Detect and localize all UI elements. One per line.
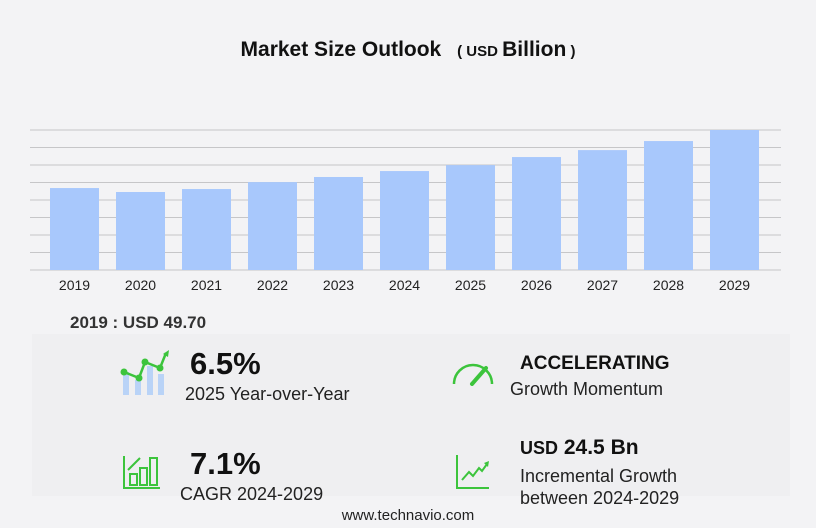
momentum-value: ACCELERATING	[520, 353, 670, 374]
footer-url: www.technavio.com	[341, 507, 475, 524]
x-tick-label: 2026	[521, 277, 552, 293]
bar-chart: 2019 2020 2021 2022 2023 2024 2025 2026 2027 2028…	[30, 129, 781, 293]
title-unit: ( USD Billion )	[457, 38, 576, 61]
x-tick-label: 2023	[323, 277, 354, 293]
x-tick-label: 2020	[125, 277, 156, 293]
bar-2025	[446, 165, 495, 270]
incremental-prefix: USD	[520, 438, 559, 458]
bar-2027	[578, 150, 627, 270]
bar-2026	[512, 157, 561, 270]
yoy-label: 2025 Year-over-Year	[185, 384, 350, 404]
incremental-label-1: Incremental Growth	[520, 466, 678, 486]
unit-text: Billion	[502, 38, 567, 61]
momentum-label: Growth Momentum	[510, 379, 664, 399]
x-tick-label: 2028	[653, 277, 684, 293]
yoy-value: 6.5%	[190, 346, 261, 381]
incremental-label-2: between 2024-2029	[520, 488, 680, 508]
incremental-amount: 24.5 Bn	[563, 436, 639, 459]
x-tick-label: 2029	[719, 277, 750, 293]
cagr-label: CAGR 2024-2029	[180, 484, 324, 504]
incremental-growth-icon	[456, 455, 489, 489]
bar-2021	[182, 189, 231, 270]
incremental-value: USD 24.5 Bn	[520, 436, 639, 460]
bar-2029	[710, 130, 759, 270]
x-tick-label: 2019	[59, 277, 90, 293]
x-tick-label: 2025	[455, 277, 486, 293]
chart-title: Market Size Outlook ( USD Billion )	[0, 38, 816, 62]
bar-2019	[50, 188, 99, 270]
growth-chart-icon	[120, 350, 169, 395]
unit-prefix: USD	[466, 43, 498, 60]
x-tick-label: 2027	[587, 277, 618, 293]
cagr-bar-icon	[123, 456, 160, 489]
title-text: Market Size Outlook	[240, 38, 442, 61]
x-tick-label: 2022	[257, 277, 288, 293]
speedometer-icon	[452, 363, 494, 386]
bar-2028	[644, 141, 693, 270]
bar-2020	[116, 192, 165, 270]
x-tick-label: 2021	[191, 277, 222, 293]
x-tick-label: 2024	[389, 277, 420, 293]
bar-2022	[248, 182, 297, 270]
base-year-note: 2019 : USD 49.70	[70, 313, 207, 332]
bar-2024	[380, 171, 429, 270]
stats-panel	[32, 334, 790, 496]
cagr-value: 7.1%	[190, 446, 261, 481]
bar-2023	[314, 176, 363, 270]
